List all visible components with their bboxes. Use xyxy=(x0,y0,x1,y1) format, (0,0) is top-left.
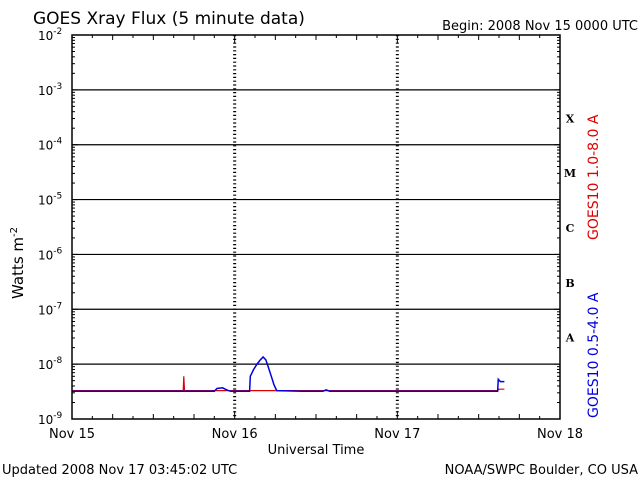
series-short-channel-line xyxy=(72,355,505,393)
chart-title: GOES Xray Flux (5 minute data) xyxy=(33,9,305,29)
x-tick-label: Nov 16 xyxy=(212,427,258,442)
series-layer xyxy=(72,355,505,393)
begin-label: Begin: 2008 Nov 15 0000 UTC xyxy=(442,19,638,34)
y-axis-label-base: Watts m xyxy=(9,237,27,299)
y-tick-label: 10-9 xyxy=(38,411,63,427)
legend-short-channel: GOES10 0.5-4.0 A xyxy=(586,292,602,418)
updated-timestamp: Updated 2008 Nov 17 03:45:02 UTC xyxy=(2,463,237,478)
credit-label: NOAA/SWPC Boulder, CO USA xyxy=(445,463,638,478)
y-tick-label: 10-8 xyxy=(38,356,63,372)
y-tick-label: 10-4 xyxy=(38,137,63,153)
y-axis-label-exponent: -2 xyxy=(9,227,20,237)
y-tick-label: 10-6 xyxy=(38,246,63,262)
flare-class-label: A xyxy=(565,332,575,345)
x-tick-label: Nov 15 xyxy=(49,427,95,442)
flare-class-label: B xyxy=(565,277,574,290)
y-tick-label: 10-3 xyxy=(38,82,62,98)
flare-class-label: M xyxy=(564,167,576,180)
y-tick-label: 10-7 xyxy=(38,301,62,317)
x-axis-label: Universal Time xyxy=(268,443,365,458)
x-tick-label: Nov 18 xyxy=(537,427,583,442)
y-axis-label: Watts m-2 xyxy=(9,227,27,299)
y-tick-label: 10-2 xyxy=(38,27,62,43)
legend-long-channel: GOES10 1.0-8.0 A xyxy=(586,114,602,240)
flare-class-label: X xyxy=(566,112,575,125)
x-tick-label: Nov 17 xyxy=(374,427,420,442)
flare-class-label: C xyxy=(566,222,575,235)
y-tick-label: 10-5 xyxy=(38,192,62,208)
grid-layer xyxy=(72,35,560,419)
